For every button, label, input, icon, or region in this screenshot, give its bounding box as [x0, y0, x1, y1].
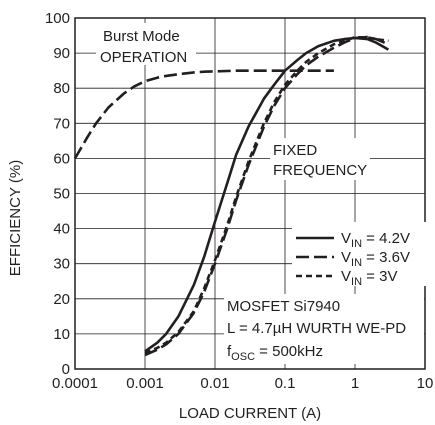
y-tick-label: 50 — [53, 186, 70, 203]
y-tick-label: 60 — [53, 150, 70, 167]
series-curves — [73, 35, 390, 357]
fixed-frequency-label-line1: FIXED — [273, 142, 317, 159]
plot-frame — [74, 17, 426, 370]
info-block-bg — [224, 294, 424, 364]
y-axis-title: EFFICIENCY (%) — [7, 160, 24, 276]
series-line-1 — [73, 69, 334, 160]
legend-label-3v: VIN = 3V — [341, 268, 397, 288]
x-tick-label: 0.1 — [275, 375, 296, 392]
x-axis-title: LOAD CURRENT (A) — [179, 405, 321, 422]
y-tick-label: 80 — [53, 80, 70, 97]
burst-mode-label-bg — [96, 23, 196, 65]
x-tick-label: 0.01 — [200, 375, 229, 392]
legend-label-4p2v: VIN = 4.2V — [341, 230, 410, 250]
legend-bg — [292, 222, 428, 286]
info-inductor: L = 4.7µH WURTH WE-PD — [227, 320, 406, 337]
y-tick-label: 20 — [53, 291, 70, 308]
legend-label-3p6v: VIN = 3.6V — [341, 249, 410, 269]
legend: VIN = 4.2V VIN = 3.6V VIN = 3V — [292, 222, 428, 288]
info-frequency: fOSC = 500kHz — [227, 343, 323, 363]
burst-mode-label-line2: OPERATION — [100, 49, 187, 66]
y-tick-label: 0 — [62, 361, 70, 378]
y-tick-label: 40 — [53, 221, 70, 238]
x-tick-label: 0.001 — [126, 375, 164, 392]
series-line-3 — [144, 36, 389, 355]
burst-mode-label-line1: Burst Mode — [103, 28, 180, 45]
fixed-frequency-label-line2: FREQUENCY — [273, 162, 367, 179]
y-tick-label: 10 — [53, 326, 70, 343]
y-tick-label: 30 — [53, 256, 70, 273]
y-tick-label: 70 — [53, 115, 70, 132]
y-tick-label: 100 — [45, 10, 70, 27]
x-tick-label: 1 — [351, 375, 359, 392]
tick-labels: 0 10 20 30 40 50 60 70 80 90 100 0.0001 0.001 0.01 0.1… — [45, 10, 433, 392]
x-tick-label: 10 — [417, 375, 434, 392]
info-mosfet: MOSFET Si7940 — [227, 298, 340, 315]
x-tick-label: 0.0001 — [52, 375, 98, 392]
fixed-frequency-label-bg — [270, 138, 370, 180]
y-tick-label: 90 — [53, 45, 70, 62]
